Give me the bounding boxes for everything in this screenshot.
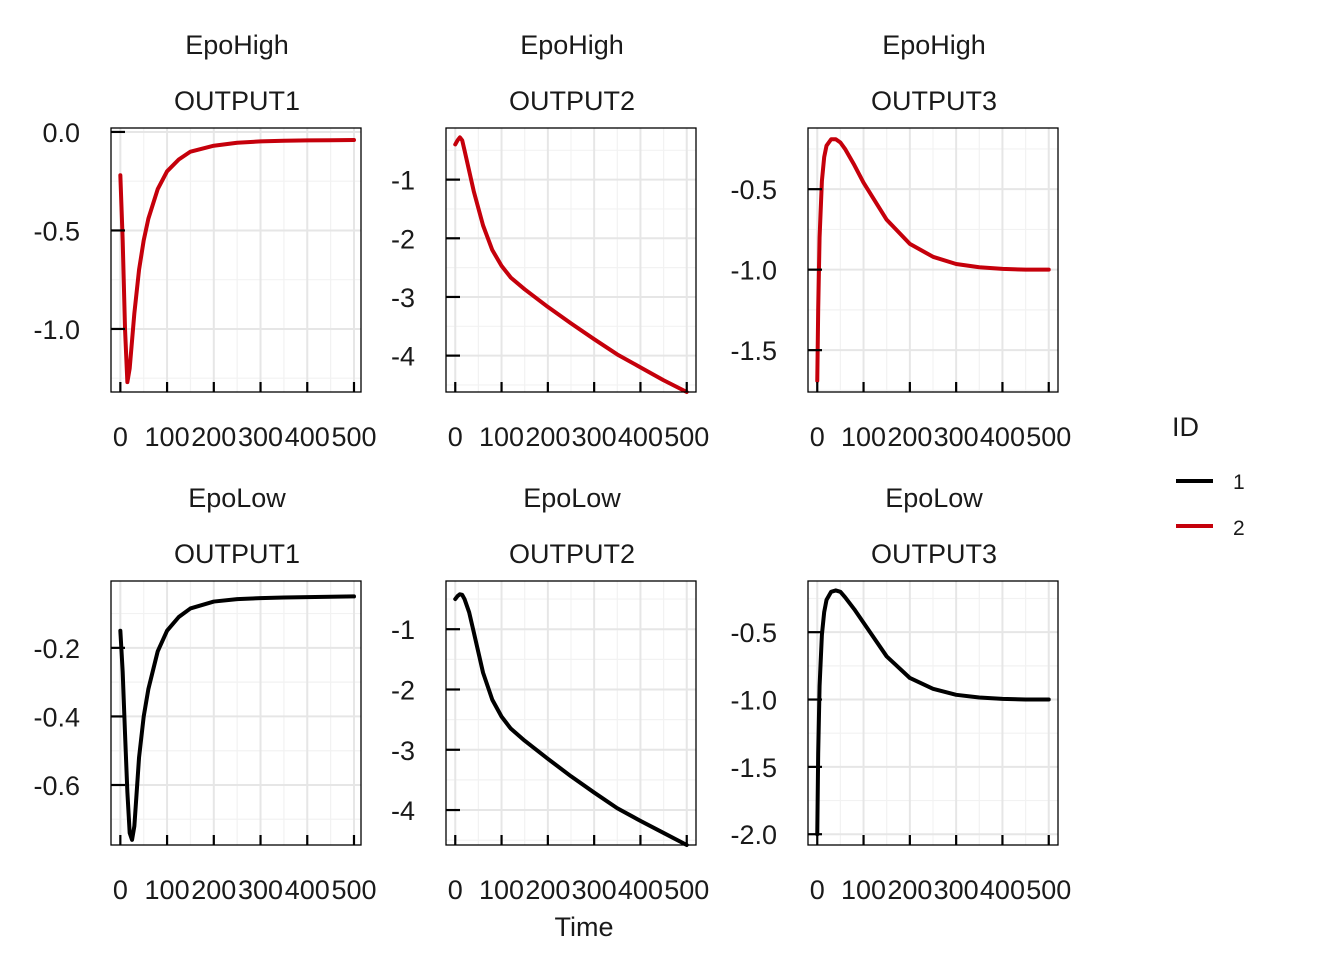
panel-epohigh-output2: EpoHigh OUTPUT2 0 100 200 300 400 500 -1 -2 -3 -4 (391, 30, 709, 452)
strip-label-top: EpoHigh (185, 30, 289, 60)
series-line-id-2 (815, 137, 1051, 383)
y-tick-label: -0.4 (33, 702, 80, 732)
x-tick-label: 100 (479, 422, 524, 452)
x-tick-label: 200 (887, 422, 932, 452)
legend: ID 1 2 (1172, 412, 1245, 540)
strip-label-bottom: OUTPUT3 (871, 86, 997, 116)
x-tick-label: 500 (664, 875, 709, 905)
x-tick-label: 100 (841, 875, 886, 905)
legend-label-2: 2 (1233, 517, 1245, 540)
x-tick-label: 400 (980, 875, 1025, 905)
x-tick-label: 0 (810, 422, 825, 452)
panel-border (807, 127, 1059, 393)
strip-label-top: EpoLow (523, 483, 621, 513)
y-tick-label: -2 (391, 675, 415, 705)
strip-label-top: EpoLow (885, 483, 983, 513)
legend-title: ID (1172, 412, 1199, 442)
y-tick-label: -0.2 (33, 634, 80, 664)
x-tick-label: 100 (145, 422, 190, 452)
y-tick-label: -0.5 (730, 618, 777, 648)
series-line-id-1 (453, 592, 689, 847)
panel-epolow-output2: EpoLow OUTPUT2 0 100 200 300 400 500 -1 -2 -3 -4 (391, 483, 709, 905)
panel-border (807, 580, 1059, 846)
legend-label-1: 1 (1233, 471, 1245, 494)
y-tick-label: -0.6 (33, 771, 80, 801)
y-tick-label: -1 (391, 166, 415, 196)
x-tick-label: 0 (448, 875, 463, 905)
strip-label-bottom: OUTPUT2 (509, 86, 635, 116)
x-tick-label: 0 (113, 422, 128, 452)
x-tick-label: 300 (572, 875, 617, 905)
strip-label-top: EpoLow (188, 483, 286, 513)
panel-border (445, 127, 697, 393)
series-line-id-1 (815, 588, 1051, 837)
x-tick-label: 400 (980, 422, 1025, 452)
x-tick-label: 300 (934, 422, 979, 452)
x-tick-label: 400 (618, 422, 663, 452)
x-tick-label: 0 (113, 875, 128, 905)
x-tick-label: 0 (448, 422, 463, 452)
x-tick-label: 300 (238, 875, 283, 905)
y-tick-label: -3 (391, 736, 415, 766)
series-line-id-2 (453, 135, 689, 394)
strip-label-bottom: OUTPUT1 (174, 86, 300, 116)
panel-border (110, 127, 362, 393)
x-tick-label: 200 (525, 875, 570, 905)
panel-border (445, 580, 697, 846)
y-tick-label: -1 (391, 615, 415, 645)
x-tick-label: 100 (145, 875, 190, 905)
series-line-id-2 (118, 138, 356, 385)
strip-label-top: EpoHigh (882, 30, 986, 60)
x-tick-label: 200 (525, 422, 570, 452)
strip-label-bottom: OUTPUT3 (871, 539, 997, 569)
x-tick-label: 100 (479, 875, 524, 905)
panel-epolow-output1: EpoLow OUTPUT1 0 100 200 300 400 500 -0.2 -0.4 -0.… (33, 483, 376, 905)
x-tick-label: 300 (572, 422, 617, 452)
y-tick-label: -3 (391, 283, 415, 313)
y-tick-label: -4 (391, 342, 415, 372)
x-tick-label: 200 (191, 875, 236, 905)
y-tick-label: -4 (391, 796, 415, 826)
panel-epolow-output3: EpoLow OUTPUT3 0 100 200 300 400 500 -0.5 -1.0 -1.… (730, 483, 1071, 905)
y-tick-label: -0.5 (33, 216, 80, 246)
y-tick-label: -2 (391, 224, 415, 254)
y-tick-label: -1.0 (730, 256, 777, 286)
y-tick-label: -2.0 (730, 820, 777, 850)
x-tick-label: 200 (191, 422, 236, 452)
x-tick-label: 500 (1026, 422, 1071, 452)
x-tick-label: 300 (238, 422, 283, 452)
panel-epohigh-output1: EpoHigh OUTPUT1 0 100 200 300 400 500 0.0 -0.5 -1.… (33, 30, 376, 452)
panel-epohigh-output3: EpoHigh OUTPUT3 0 100 200 300 400 500 -0.5 -1.0 -1… (730, 30, 1071, 452)
y-tick-label: -1.5 (730, 753, 777, 783)
x-tick-label: 400 (285, 875, 330, 905)
strip-label-bottom: OUTPUT2 (509, 539, 635, 569)
y-tick-label: -0.5 (730, 175, 777, 205)
x-tick-label: 300 (934, 875, 979, 905)
x-tick-label: 500 (664, 422, 709, 452)
x-tick-label: 500 (1026, 875, 1071, 905)
x-tick-label: 500 (331, 875, 376, 905)
y-tick-label: -1.0 (730, 686, 777, 716)
x-tick-label: 500 (331, 422, 376, 452)
y-tick-label: 0.0 (42, 118, 80, 148)
x-tick-label: 200 (887, 875, 932, 905)
x-tick-label: 100 (841, 422, 886, 452)
x-axis-title: Time (555, 912, 614, 942)
y-tick-label: -1.5 (730, 336, 777, 366)
x-tick-label: 0 (810, 875, 825, 905)
panel-border (110, 580, 362, 846)
y-tick-label: -1.0 (33, 315, 80, 345)
series-line-id-1 (118, 594, 356, 842)
x-tick-label: 400 (285, 422, 330, 452)
strip-label-top: EpoHigh (520, 30, 624, 60)
strip-label-bottom: OUTPUT1 (174, 539, 300, 569)
x-tick-label: 400 (618, 875, 663, 905)
